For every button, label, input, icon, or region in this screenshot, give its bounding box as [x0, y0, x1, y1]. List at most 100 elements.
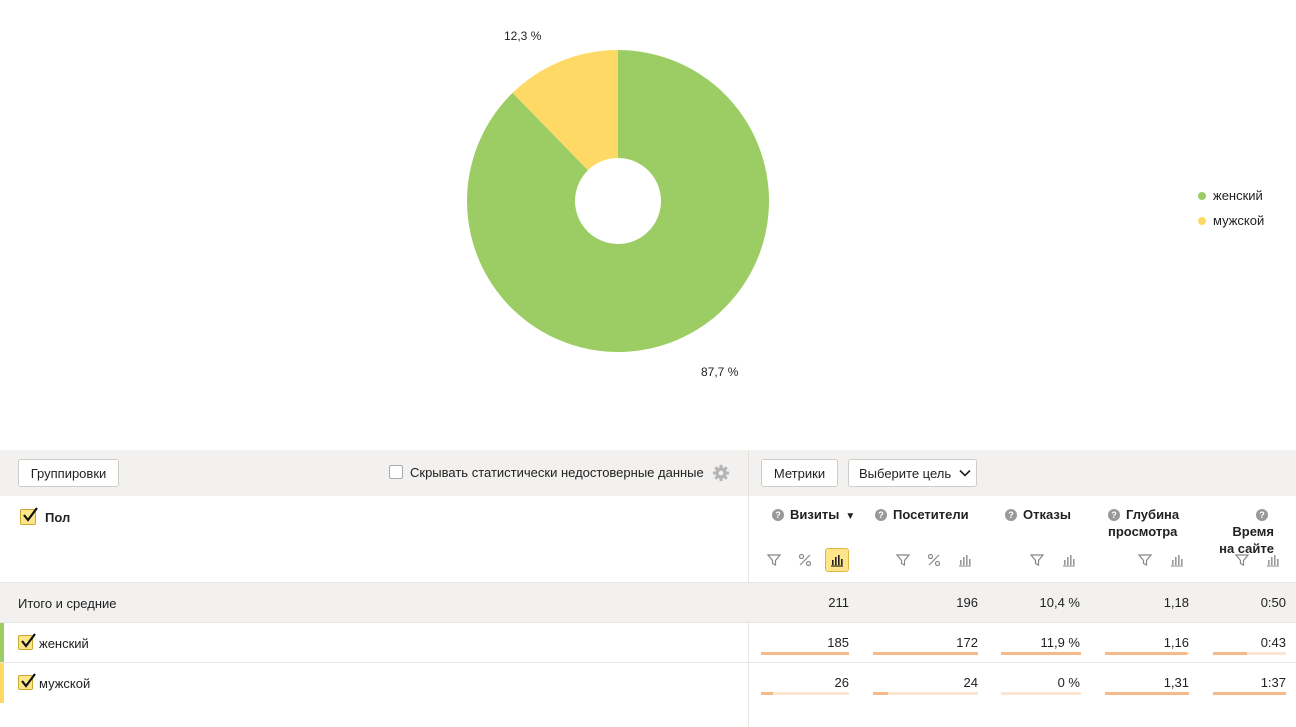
column-time-label-2: на сайте [1219, 541, 1274, 556]
pie-slice-male[interactable] [512, 50, 618, 171]
legend-dot-male [1198, 216, 1206, 225]
cell-time-value: 1:37 [1260, 675, 1286, 690]
column-depth-label-2: просмотра [1108, 524, 1178, 539]
cell-bounces-value: 0 % [1057, 675, 1080, 690]
table-row[interactable]: женский [0, 622, 1296, 663]
cell-visitors-bar-fill [873, 652, 978, 655]
hide-unreliable-label[interactable]: Скрывать статистически недостоверные дан… [410, 465, 704, 480]
sort-desc-icon: ▼ [845, 511, 856, 522]
table-header [0, 496, 1296, 582]
cell-visitors-value: 172 [956, 635, 978, 650]
funnel-icon[interactable] [1133, 548, 1157, 572]
groupings-button[interactable]: Группировки [18, 459, 119, 487]
column-bounces-label: Отказы [1023, 507, 1071, 522]
cell-depth-bar-fill [1105, 652, 1187, 655]
pie-label-female: 87,7 % [701, 365, 739, 379]
cell-visits-value: 26 [834, 675, 849, 690]
cell-visitors-bar [873, 692, 978, 695]
cell-bounces-value: 11,9 % [1040, 635, 1080, 650]
cell-visitors-bar-fill [873, 692, 888, 695]
chart-legend: женский мужской [1198, 183, 1264, 233]
pie-label-male: 12,3 % [504, 29, 542, 43]
column-header-visits[interactable]: ? Визиты ▼ [772, 506, 855, 525]
chevron-down-icon [959, 469, 971, 477]
cell-time-bar-fill [1213, 692, 1286, 695]
legend-item-male[interactable]: мужской [1198, 208, 1264, 233]
percent-icon[interactable] [793, 548, 817, 572]
table-toolbar [0, 450, 1296, 496]
totals-visits-value: 211 [828, 595, 849, 610]
bar-chart-icon[interactable] [953, 548, 977, 572]
goal-select-label: Выберите цель [859, 465, 952, 481]
legend-label-male: мужской [1213, 213, 1265, 228]
table-row-totals: Итого и средние [0, 582, 1296, 622]
row-color-stripe [0, 663, 4, 703]
totals-label: Итого и средние [18, 596, 117, 611]
column-visits-label: Визиты [790, 507, 840, 522]
bar-chart-icon[interactable] [1057, 548, 1081, 572]
cell-depth-bar [1105, 652, 1189, 655]
cell-depth-value: 1,16 [1163, 635, 1189, 650]
row-checkbox-female[interactable] [18, 633, 36, 650]
question-circle-icon[interactable]: ? [772, 509, 784, 521]
gear-icon[interactable] [712, 464, 730, 482]
goal-select[interactable]: Выберите цель [848, 459, 977, 487]
cell-time-bar [1213, 692, 1286, 695]
totals-bounces-value: 10,4 % [1039, 595, 1080, 610]
table-row[interactable]: мужской [0, 662, 1296, 703]
pie-chart [467, 50, 769, 353]
hide-unreliable-checkbox[interactable] [389, 465, 403, 479]
bar-chart-icon[interactable] [1261, 548, 1285, 572]
question-circle-icon[interactable]: ? [1256, 509, 1268, 521]
row-checkbox-male[interactable] [18, 673, 36, 690]
chart-area: 12,3 % 87,7 % женский мужской [467, 29, 1264, 379]
question-circle-icon[interactable]: ? [875, 509, 887, 521]
cell-bounces-bar [1001, 692, 1081, 695]
cell-bounces-bar-fill [1001, 652, 1081, 655]
column-time-label-1: Время [1232, 524, 1274, 539]
cell-visits-bar-fill [761, 652, 849, 655]
bar-chart-icon[interactable] [825, 548, 849, 572]
legend-dot-female [1198, 191, 1206, 200]
cell-visitors-value: 24 [963, 675, 978, 690]
dimension-checkbox[interactable] [20, 507, 38, 525]
row-label-female: женский [39, 636, 89, 651]
totals-visitors-value: 196 [956, 595, 978, 610]
column-visitors-label: Посетители [893, 507, 969, 522]
totals-time-value: 0:50 [1260, 595, 1286, 610]
column-header-time[interactable]: ? Время на сайте [1216, 506, 1274, 557]
percent-icon[interactable] [922, 548, 946, 572]
question-circle-icon[interactable]: ? [1108, 509, 1120, 521]
totals-depth-value: 1,18 [1163, 595, 1189, 610]
metrics-button[interactable]: Метрики [761, 459, 838, 487]
checkmark-icon [21, 633, 36, 648]
row-color-stripe [0, 623, 4, 663]
funnel-icon[interactable] [1025, 548, 1049, 572]
cell-bounces-bar [1001, 652, 1081, 655]
cell-depth-value: 1,31 [1163, 675, 1189, 690]
bar-chart-icon[interactable] [1165, 548, 1189, 572]
column-depth-label-1: Глубина [1126, 507, 1180, 522]
cell-visits-bar [761, 652, 849, 655]
column-header-visitors[interactable]: ? Посетители [875, 506, 969, 523]
funnel-icon[interactable] [762, 548, 786, 572]
cell-visits-value: 185 [827, 635, 849, 650]
cell-depth-bar-fill [1105, 692, 1189, 695]
cell-visitors-bar [873, 652, 978, 655]
checkmark-icon [21, 673, 36, 688]
funnel-icon[interactable] [891, 548, 915, 572]
legend-label-female: женский [1213, 188, 1263, 203]
column-header-depth[interactable]: ? Глубина просмотра [1108, 506, 1179, 540]
legend-item-female[interactable]: женский [1198, 183, 1264, 208]
column-header-bounces[interactable]: ? Отказы [1005, 506, 1071, 523]
cell-time-bar [1213, 652, 1286, 655]
cell-time-value: 0:43 [1260, 635, 1286, 650]
question-circle-icon[interactable]: ? [1005, 509, 1017, 521]
cell-visits-bar-fill [761, 692, 773, 695]
cell-time-bar-fill [1213, 652, 1247, 655]
funnel-icon[interactable] [1230, 548, 1254, 572]
row-label-male: мужской [39, 676, 91, 691]
toolbar-divider [748, 450, 749, 496]
dimension-title: Пол [45, 510, 71, 525]
pie-slice-female[interactable] [467, 50, 769, 353]
